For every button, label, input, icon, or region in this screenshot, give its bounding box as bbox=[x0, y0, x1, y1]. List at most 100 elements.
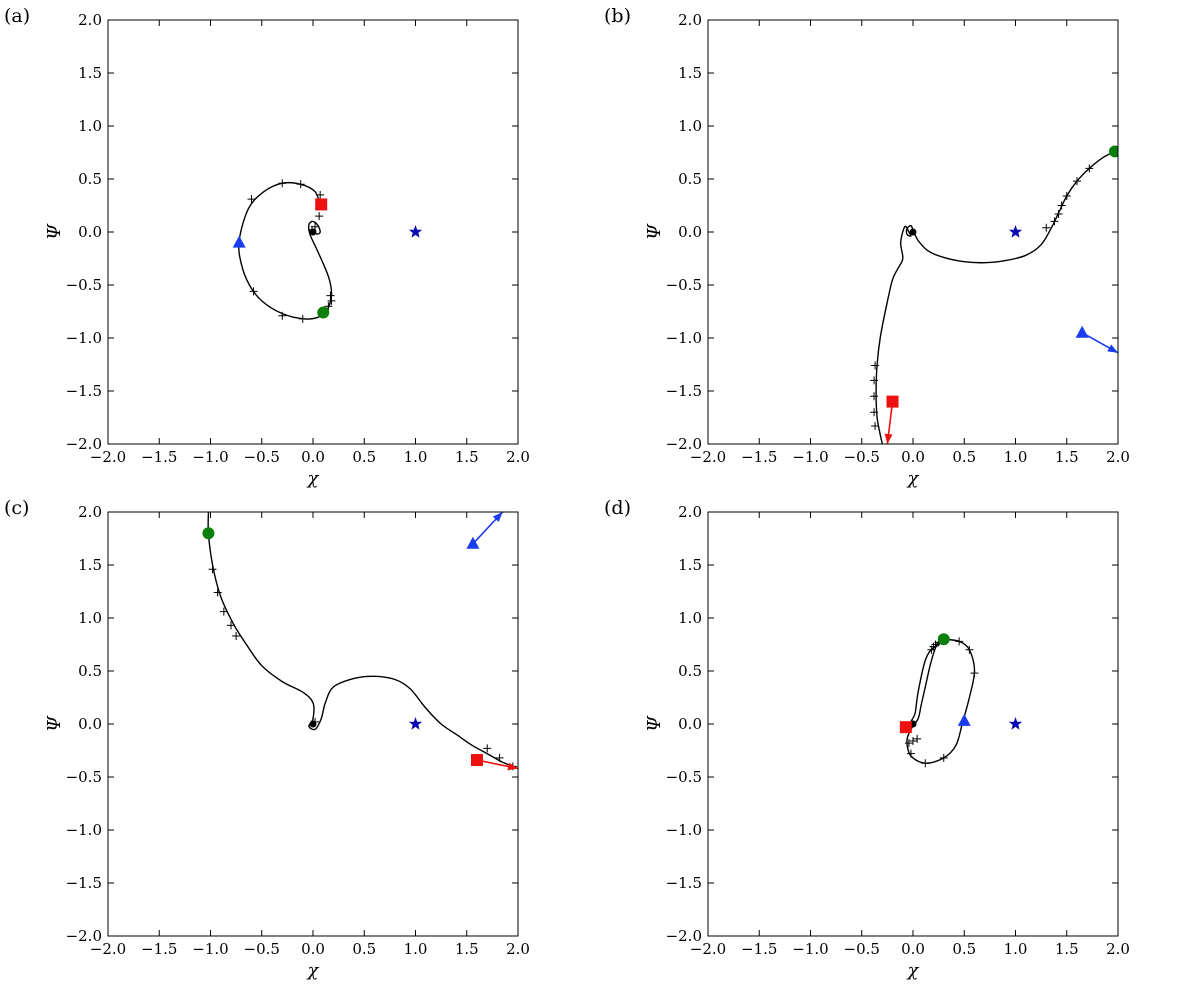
plus-marker-c-6 bbox=[495, 753, 504, 762]
plus-marker-a-7 bbox=[324, 302, 333, 311]
x-tick-label-a-8: 2.0 bbox=[506, 448, 530, 466]
plus-marker-c-3 bbox=[227, 621, 235, 630]
square-arrow-c-head bbox=[507, 762, 518, 771]
square-marker-d bbox=[899, 721, 912, 734]
plus-marker-a-10 bbox=[315, 212, 324, 221]
origin-point-a bbox=[309, 228, 317, 236]
y-tick-label-d-3: −0.5 bbox=[666, 768, 702, 786]
y-tick-label-b-3: −0.5 bbox=[666, 276, 702, 294]
panel-c: (c) −2.0 −1.5 −1.0 −0.5 0.0 0.5 1.0 1.5 2.0 −2.0 −1… bbox=[0, 492, 600, 985]
y-axis-label-b: Ψ bbox=[644, 223, 665, 240]
y-tick-label-c-4: 0.0 bbox=[78, 715, 102, 733]
y-tick-label-c-7: 1.5 bbox=[78, 556, 102, 574]
y-tick-label-a-5: 0.5 bbox=[78, 170, 102, 188]
plus-marker-c-4 bbox=[232, 632, 241, 641]
y-tick-label-a-1: −1.5 bbox=[66, 382, 102, 400]
x-tick-label-d-3: −0.5 bbox=[844, 940, 880, 958]
star-marker-c bbox=[408, 717, 423, 730]
y-tick-label-c-8: 2.0 bbox=[78, 503, 102, 521]
plus-marker-a-9 bbox=[326, 291, 335, 300]
plus-marker-a-3 bbox=[247, 195, 256, 204]
plus-marker-d-3 bbox=[939, 753, 948, 762]
panel-label-c: (c) bbox=[4, 497, 29, 519]
plus-marker-b-7 bbox=[871, 361, 880, 370]
plus-marker-d-0 bbox=[955, 637, 964, 646]
plot-area-b bbox=[870, 145, 1118, 444]
y-tick-label-b-0: −2.0 bbox=[666, 435, 702, 453]
circle-marker-c bbox=[202, 527, 215, 540]
plus-marker-b-8 bbox=[870, 376, 879, 385]
y-axis-label-c: Ψ bbox=[44, 715, 65, 732]
x-tick-label-d-2: −1.0 bbox=[792, 940, 828, 958]
plus-marker-a-6 bbox=[298, 314, 307, 323]
y-tick-label-c-5: 0.5 bbox=[78, 662, 102, 680]
plot-area-c bbox=[202, 512, 518, 771]
plus-marker-b-5 bbox=[1050, 217, 1059, 226]
x-tick-label-a-4: 0.0 bbox=[301, 448, 325, 466]
plot-c: (c) −2.0 −1.5 −1.0 −0.5 0.0 0.5 1.0 1.5 2.0 −2.0 −1… bbox=[4, 497, 530, 981]
x-tick-label-b-0: −2.0 bbox=[690, 448, 726, 466]
x-tick-label-c-2: −1.0 bbox=[192, 940, 228, 958]
plot-a: (a) −2.0 −1.5 −1.0 −0.5 0.0 0.5 1.0 1.5 2.0 −2.0 −1… bbox=[4, 5, 530, 489]
plus-marker-b-11 bbox=[871, 421, 880, 430]
x-tick-label-c-5: 0.5 bbox=[352, 940, 376, 958]
circle-marker-d bbox=[937, 633, 950, 646]
panel-label-a: (a) bbox=[4, 5, 30, 27]
y-tick-label-a-3: −0.5 bbox=[66, 276, 102, 294]
x-tick-label-b-8: 2.0 bbox=[1106, 448, 1130, 466]
y-tick-label-b-2: −1.0 bbox=[666, 329, 702, 347]
x-axis-label-d: χ bbox=[906, 960, 920, 981]
panel-label-b: (b) bbox=[604, 5, 631, 27]
axes-frame-b bbox=[707, 19, 1119, 445]
square-marker-c bbox=[471, 754, 483, 767]
y-tick-label-c-1: −1.5 bbox=[66, 874, 102, 892]
plus-marker-b-6 bbox=[1042, 223, 1051, 232]
axes-frame-d bbox=[707, 511, 1119, 937]
y-tick-label-b-7: 1.5 bbox=[678, 64, 702, 82]
y-tick-label-b-4: 0.0 bbox=[678, 223, 702, 241]
plot-area-d bbox=[899, 633, 1023, 768]
plus-marker-b-9 bbox=[870, 392, 879, 401]
plus-marker-a-0 bbox=[316, 190, 325, 199]
x-tick-label-b-2: −1.0 bbox=[792, 448, 828, 466]
panel-b: (b) −2.0 −1.5 −1.0 −0.5 0.0 0.5 1.0 1.5 2.0 −2.0 −1… bbox=[600, 0, 1200, 492]
square-arrow-b-head bbox=[884, 433, 893, 444]
plus-marker-c-0 bbox=[208, 565, 217, 574]
x-tick-label-a-5: 0.5 bbox=[352, 448, 376, 466]
star-marker-a bbox=[408, 225, 423, 238]
triangle-marker-d bbox=[957, 713, 971, 726]
plus-marker-b-3 bbox=[1057, 201, 1066, 210]
x-tick-label-c-6: 1.0 bbox=[404, 940, 428, 958]
plot-d: (d) −2.0 −1.5 −1.0 −0.5 0.0 0.5 1.0 1.5 2.0 −2.0 −1… bbox=[604, 497, 1130, 981]
plus-marker-a-5 bbox=[278, 311, 287, 320]
x-tick-label-c-8: 2.0 bbox=[506, 940, 530, 958]
y-axis-label-d: Ψ bbox=[644, 715, 665, 732]
y-tick-label-d-6: 1.0 bbox=[678, 609, 702, 627]
triangle-arrow-c-head bbox=[492, 512, 503, 523]
trajectory-line-c bbox=[207, 512, 518, 770]
origin-point-b bbox=[909, 228, 917, 236]
triangle-marker-c bbox=[466, 536, 480, 549]
x-tick-label-a-0: −2.0 bbox=[90, 448, 126, 466]
y-tick-label-a-6: 1.0 bbox=[78, 117, 102, 135]
plus-marker-b-4 bbox=[1054, 209, 1063, 218]
x-tick-label-a-3: −0.5 bbox=[244, 448, 280, 466]
x-tick-label-c-4: 0.0 bbox=[301, 940, 325, 958]
star-marker-d bbox=[1008, 717, 1023, 730]
y-tick-label-d-2: −1.0 bbox=[666, 821, 702, 839]
plot-area-a bbox=[232, 179, 423, 323]
x-axis-label-a: χ bbox=[306, 468, 320, 489]
x-tick-label-d-6: 1.0 bbox=[1004, 940, 1028, 958]
panel-d: (d) −2.0 −1.5 −1.0 −0.5 0.0 0.5 1.0 1.5 2.0 −2.0 −1… bbox=[600, 492, 1200, 985]
x-tick-label-c-0: −2.0 bbox=[90, 940, 126, 958]
y-tick-label-a-7: 1.5 bbox=[78, 64, 102, 82]
plus-marker-a-2 bbox=[296, 180, 305, 189]
plus-marker-d-9 bbox=[927, 645, 936, 654]
y-tick-label-c-3: −0.5 bbox=[66, 768, 102, 786]
plus-marker-b-10 bbox=[870, 408, 879, 417]
y-tick-label-b-8: 2.0 bbox=[678, 11, 702, 29]
x-tick-label-b-3: −0.5 bbox=[844, 448, 880, 466]
panel-label-d: (d) bbox=[604, 497, 631, 519]
plus-marker-d-8 bbox=[913, 734, 922, 743]
plus-marker-d-5 bbox=[906, 749, 915, 758]
